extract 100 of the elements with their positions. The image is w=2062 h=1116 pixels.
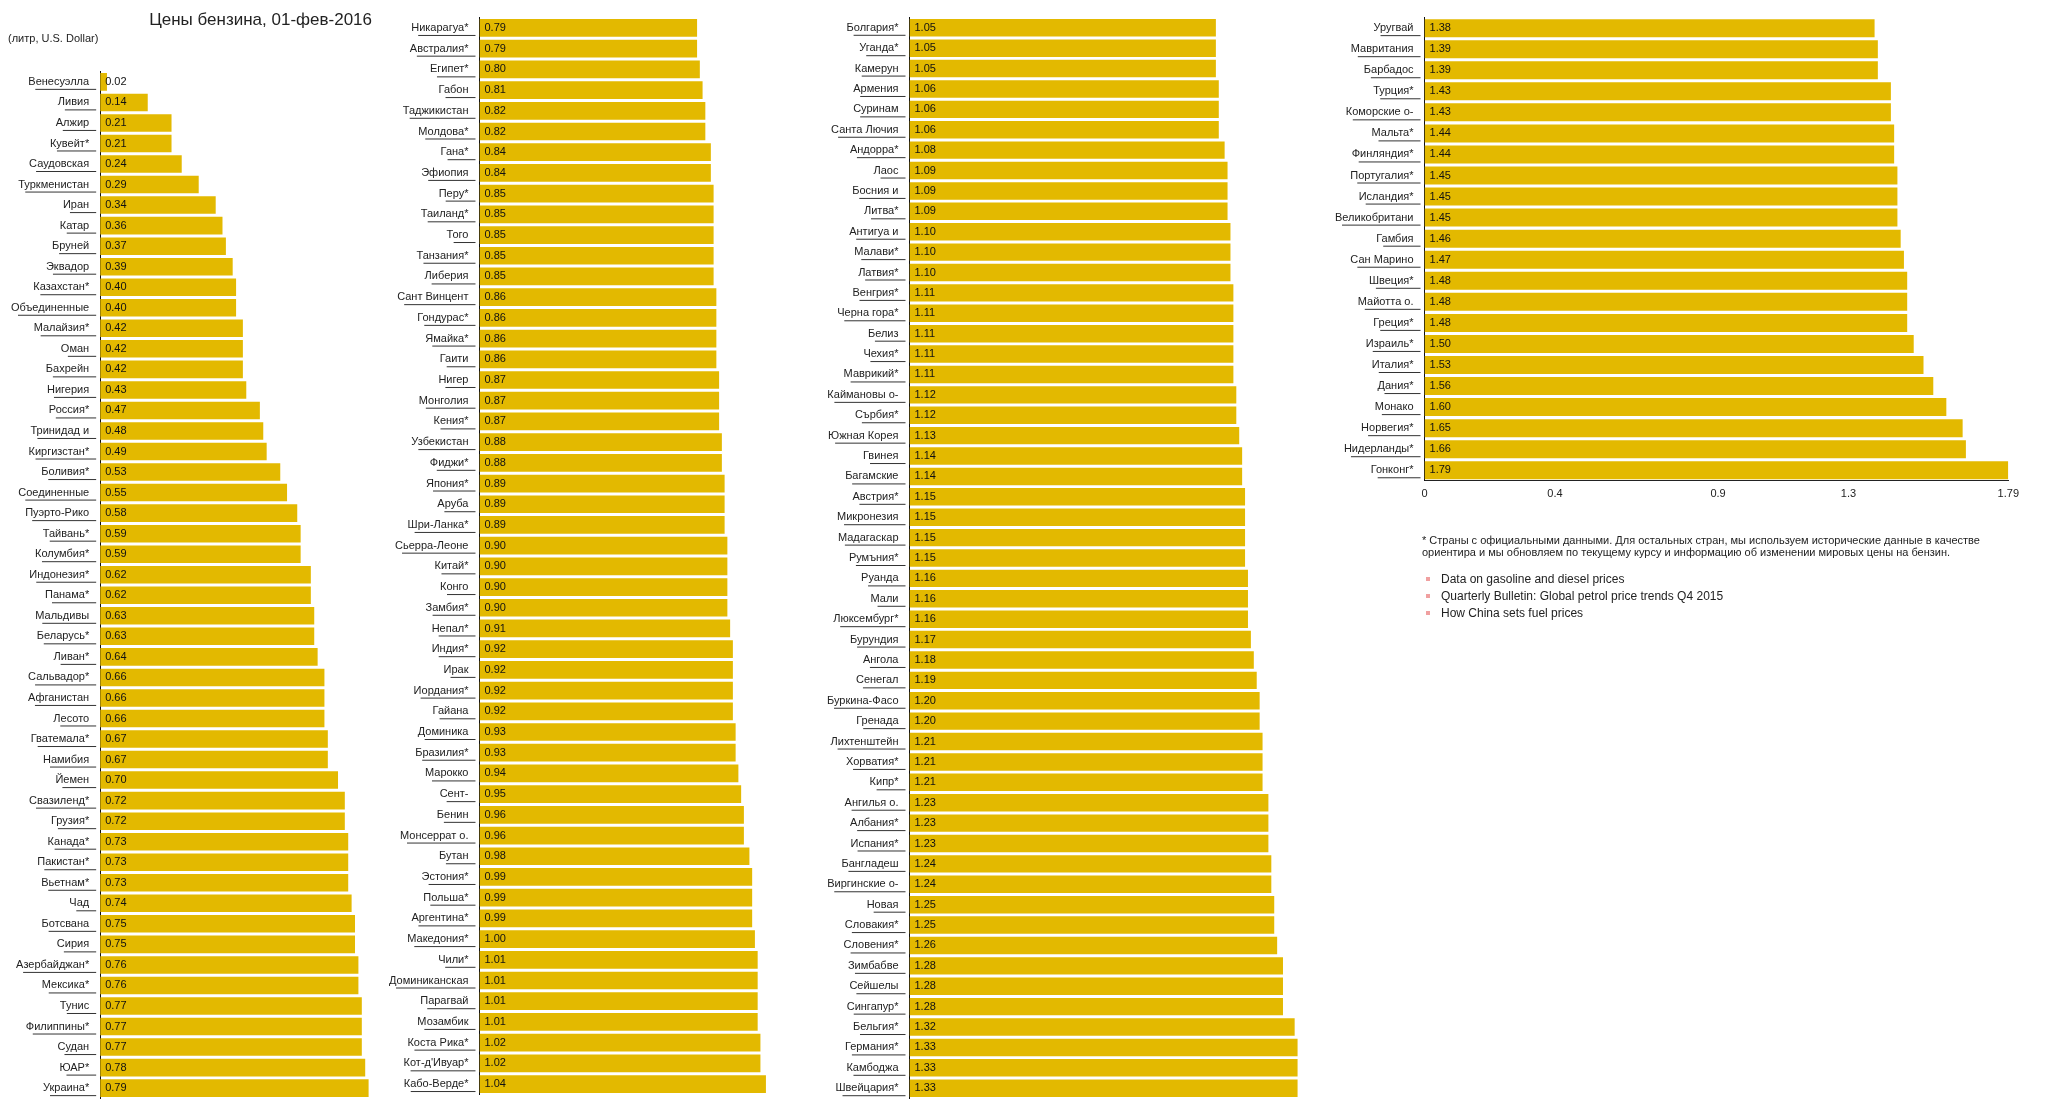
data-label: 0.39 — [105, 259, 127, 272]
y-tick-label: Молдова* — [418, 124, 470, 137]
y-tick-label: Хорватия* — [846, 754, 900, 767]
y-tick-label: Шри-Ланка* — [407, 517, 470, 530]
y-tick-label: Кабо-Верде* — [403, 1077, 470, 1090]
y-tick-label: Камбоджа — [846, 1060, 900, 1073]
bar — [1424, 166, 1898, 185]
y-tick-label: Танзания* — [416, 248, 470, 261]
y-tick-label: Монголия — [418, 393, 469, 406]
data-label: 0.24 — [105, 157, 127, 170]
y-tick-label: Мексика* — [41, 978, 90, 991]
data-label: 0.62 — [105, 588, 127, 601]
bar — [909, 59, 1216, 78]
bar — [909, 223, 1231, 241]
y-tick-label: Бурундия — [850, 632, 899, 645]
y-tick-label: Гаити — [439, 352, 469, 365]
y-tick-label: Филиппины* — [25, 1019, 90, 1032]
y-tick-label: Дания* — [1377, 379, 1415, 392]
data-label: 0.53 — [105, 465, 127, 478]
y-tick-label: Тайвань* — [42, 526, 90, 539]
data-label: 1.01 — [484, 973, 506, 986]
bar — [909, 426, 1240, 445]
y-tick-label: Босния и — [852, 183, 899, 196]
bar — [100, 360, 243, 379]
data-label: 0.79 — [105, 1081, 127, 1094]
bar — [100, 524, 301, 543]
bar — [100, 401, 260, 420]
bar — [1424, 356, 1924, 374]
y-tick-label: Сирия — [56, 937, 90, 950]
bar — [479, 723, 736, 741]
y-tick-label: Япония* — [426, 476, 470, 489]
data-label: 1.09 — [914, 204, 936, 217]
y-tick-label: Багамские — [845, 469, 899, 482]
y-tick-label: Руанда — [861, 571, 900, 584]
data-label: 1.25 — [914, 897, 936, 910]
bar — [1424, 187, 1898, 206]
bar — [909, 467, 1243, 486]
y-tick-label: Израиль* — [1365, 336, 1415, 349]
bar — [1424, 377, 1934, 396]
bar — [100, 319, 243, 338]
data-label: 1.45 — [1429, 189, 1451, 202]
data-label: 1.09 — [914, 163, 936, 176]
data-label: 0.47 — [105, 403, 127, 416]
bar — [100, 565, 311, 584]
data-label: 0.77 — [105, 1019, 127, 1032]
y-tick-label: Соединенные — [18, 485, 90, 498]
y-tick-label: Гайана — [432, 704, 470, 717]
y-tick-label: Португалия* — [1350, 168, 1415, 181]
bar — [909, 345, 1234, 363]
y-tick-label: Греция* — [1373, 315, 1415, 328]
y-tick-label: Аргентина* — [411, 911, 470, 924]
data-label: 1.13 — [914, 428, 936, 441]
data-label: 0.81 — [484, 83, 506, 96]
data-label: 0.90 — [484, 559, 506, 572]
bar — [909, 712, 1260, 730]
y-tick-label: Ангола — [862, 652, 900, 665]
bar — [479, 681, 733, 700]
y-tick-label: Гамбия — [1376, 231, 1414, 244]
data-label: 0.14 — [105, 95, 127, 108]
y-tick-label: Иран — [62, 198, 90, 211]
data-label: 1.28 — [914, 979, 936, 992]
data-label: 0.79 — [484, 20, 506, 33]
bar — [100, 853, 349, 872]
bar — [100, 997, 362, 1015]
data-label: 1.24 — [914, 877, 936, 890]
y-tick-label: Мали — [870, 591, 899, 604]
y-tick-label: Черна гора* — [837, 306, 900, 319]
data-label: 0.92 — [484, 642, 506, 655]
data-label: 1.21 — [914, 754, 936, 767]
data-label: 1.16 — [914, 612, 936, 625]
y-tick-label: Польша* — [423, 890, 470, 903]
data-label: 0.96 — [484, 828, 506, 841]
bar — [1424, 440, 1966, 459]
y-tick-label: Гана* — [440, 145, 470, 158]
y-tick-label: Панама* — [44, 588, 90, 601]
y-tick-label: Замбия* — [425, 600, 470, 613]
data-label: 0.72 — [105, 814, 127, 827]
data-label: 1.11 — [914, 367, 936, 380]
bar — [909, 19, 1216, 37]
y-tick-label: Колумбия* — [34, 547, 90, 560]
data-label: 1.05 — [914, 20, 936, 33]
data-label: 0.91 — [484, 621, 506, 634]
y-tick-label: Кипр* — [869, 775, 900, 788]
bar — [909, 447, 1243, 465]
y-tick-label: Оман — [60, 341, 90, 354]
data-label: 1.02 — [484, 1035, 506, 1048]
data-label: 0.86 — [484, 290, 506, 303]
bar — [909, 610, 1248, 628]
y-tick-label: Бельгия* — [852, 1020, 900, 1033]
y-tick-label: Кения* — [433, 414, 470, 427]
y-tick-label: Суринам — [853, 102, 899, 115]
bar — [909, 875, 1272, 893]
bar — [100, 976, 359, 995]
bar — [909, 936, 1278, 955]
data-label: 0.70 — [105, 773, 127, 786]
data-label: 1.65 — [1429, 421, 1451, 434]
data-label: 0.87 — [484, 373, 506, 386]
y-tick-label: Ямайка* — [425, 331, 470, 344]
data-label: 1.20 — [914, 714, 936, 727]
y-tick-label: Монсеррат о. — [400, 828, 469, 841]
